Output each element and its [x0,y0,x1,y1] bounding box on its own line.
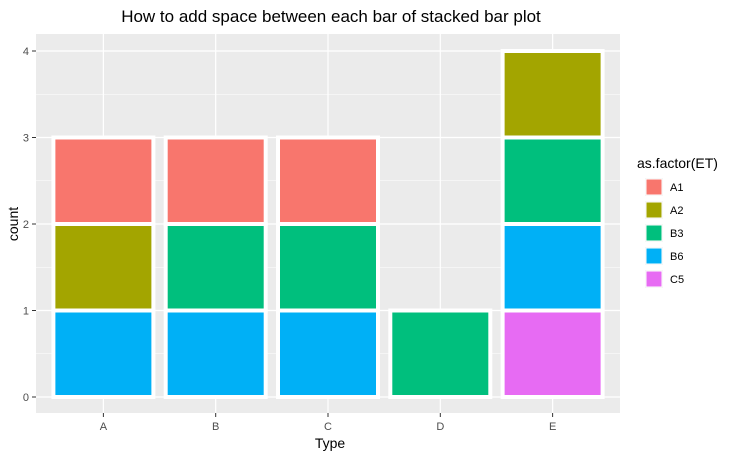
bar-segment-E-B6 [500,222,605,313]
bar-segment-B-A1 [163,135,268,226]
x-tick-label-D: D [436,421,444,433]
legend-swatch-C5 [645,270,663,288]
y-tick-label: 0 [23,392,29,404]
bar-segment-B-B3 [163,222,268,313]
legend-swatch-B6 [645,247,663,265]
x-tick-label-C: C [324,421,332,433]
bar-segment-D-B3 [388,308,493,399]
y-axis: 0 1 2 3 4 [23,46,36,404]
y-tick-label: 4 [23,46,29,58]
bar-segment-E-A2 [500,49,605,140]
bar-segment-C-B6 [276,308,380,399]
x-axis: A B C D E [100,413,556,433]
legend-label-B3: B3 [670,228,683,240]
bar-segment-C-B3 [276,222,380,313]
y-axis-title: count [5,207,21,241]
x-axis-title: Type [315,435,346,451]
y-tick-label: 2 [23,219,29,231]
legend-label-A1: A1 [670,182,683,194]
bar-segment-C-A1 [276,135,380,226]
chart-title: How to add space between each bar of sta… [121,7,541,26]
bar-segment-A-A2 [51,222,156,313]
legend-swatch-A1 [645,178,663,196]
x-tick-label-B: B [212,421,219,433]
legend-swatch-A2 [645,201,663,219]
legend-title: as.factor(ET) [637,155,718,171]
legend-label-A2: A2 [670,205,683,217]
bar-segment-E-C5 [500,308,605,399]
legend-swatch-B3 [645,224,663,242]
y-tick-label: 3 [23,133,29,145]
legend-label-C5: C5 [670,274,684,286]
bars [51,49,605,399]
x-tick-label-A: A [100,421,108,433]
bar-segment-E-B3 [500,135,605,226]
bar-segment-B-B6 [163,308,268,399]
x-tick-label-E: E [549,421,556,433]
legend: as.factor(ET) A1 A2 B3 B6 C5 [637,155,718,288]
legend-label-B6: B6 [670,251,683,263]
bar-segment-A-B6 [51,308,156,399]
y-tick-label: 1 [23,306,29,318]
bar-segment-A-A1 [51,135,156,226]
